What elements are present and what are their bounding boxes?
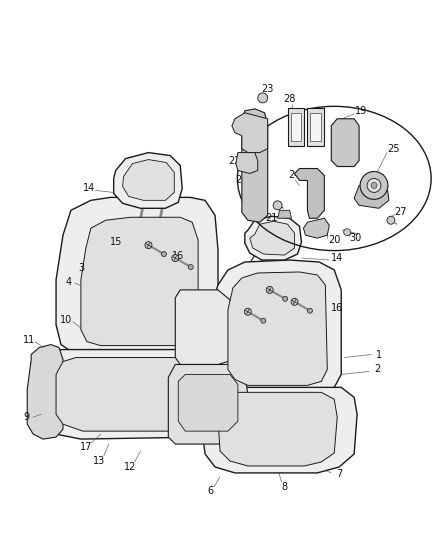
Polygon shape [250,221,294,255]
Polygon shape [354,183,389,208]
Text: 10: 10 [60,314,72,325]
Polygon shape [202,387,357,473]
Circle shape [344,229,351,236]
Text: 25: 25 [388,143,400,154]
Circle shape [291,298,298,305]
Polygon shape [294,168,324,218]
Polygon shape [81,217,198,345]
Polygon shape [39,350,235,439]
Text: 12: 12 [124,462,137,472]
Text: 7: 7 [336,469,343,479]
Text: 29: 29 [261,225,274,235]
Polygon shape [331,119,359,166]
Circle shape [261,318,266,323]
Text: 14: 14 [331,253,343,263]
Text: 2: 2 [374,365,380,375]
Text: 8: 8 [282,482,288,492]
Circle shape [145,241,152,248]
Text: 28: 28 [283,94,296,104]
Circle shape [387,216,395,224]
Polygon shape [218,392,337,466]
Circle shape [258,93,268,103]
Polygon shape [114,152,182,208]
Polygon shape [56,197,218,360]
Text: 16: 16 [172,251,184,261]
Polygon shape [123,159,174,200]
Circle shape [188,264,193,270]
Text: 14: 14 [83,183,95,193]
Text: 1: 1 [376,350,382,360]
Text: 26: 26 [236,175,248,185]
Circle shape [367,179,381,192]
Polygon shape [210,260,341,392]
Text: 15: 15 [239,287,251,297]
Text: 9: 9 [23,412,29,422]
Polygon shape [27,345,63,439]
Text: 22: 22 [229,156,241,166]
Circle shape [273,201,282,210]
Polygon shape [242,109,268,222]
Text: 21: 21 [265,213,278,223]
Polygon shape [278,211,292,218]
Polygon shape [228,272,327,385]
Polygon shape [56,358,222,431]
Polygon shape [236,152,258,173]
Polygon shape [245,216,301,260]
Text: 11: 11 [23,335,35,345]
Polygon shape [307,108,324,146]
Text: 19: 19 [355,106,367,116]
Polygon shape [288,108,304,146]
Circle shape [244,308,251,315]
Polygon shape [168,365,248,444]
Text: 4: 4 [66,277,72,287]
Polygon shape [311,113,321,141]
Polygon shape [304,218,329,238]
Circle shape [283,296,288,301]
Text: 6: 6 [207,486,213,496]
Circle shape [162,252,166,256]
Text: 18: 18 [222,313,234,323]
Polygon shape [175,290,235,365]
Circle shape [360,172,388,199]
Circle shape [172,255,179,262]
Text: 3: 3 [78,263,84,273]
Text: 13: 13 [93,456,105,466]
Text: 23: 23 [261,84,274,94]
Polygon shape [178,375,238,431]
Circle shape [371,182,377,188]
Text: 16: 16 [331,303,343,313]
Circle shape [307,308,312,313]
Text: 30: 30 [349,233,361,243]
Text: 24: 24 [288,171,301,181]
Text: 17: 17 [80,442,92,452]
Polygon shape [290,113,301,141]
Polygon shape [232,113,268,152]
Text: 15: 15 [110,237,122,247]
Text: 20: 20 [328,235,340,245]
Circle shape [266,286,273,293]
Text: 27: 27 [395,207,407,217]
